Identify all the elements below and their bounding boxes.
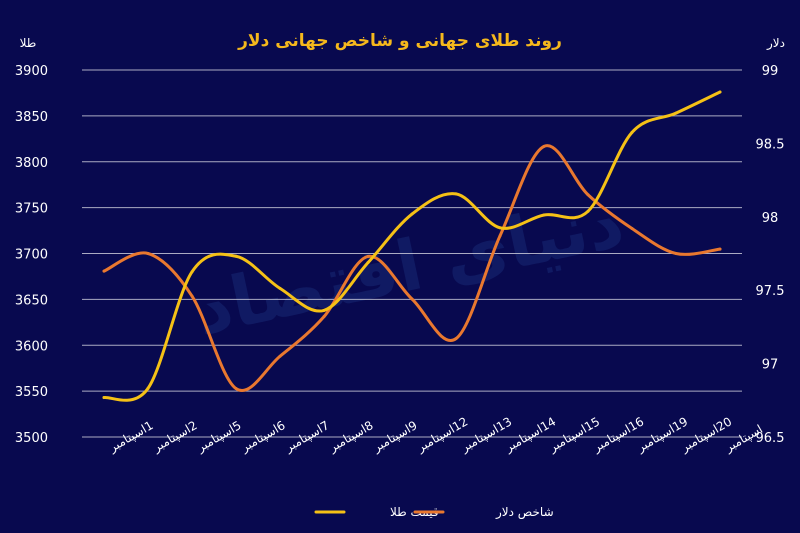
gold-price-point	[366, 261, 370, 265]
dollar-index-point	[146, 252, 150, 255]
left-tick-label: 3700	[15, 248, 48, 263]
gold-price-point	[454, 192, 458, 196]
gold-price-point	[190, 270, 194, 274]
gold-price-point	[278, 286, 282, 290]
right-tick-label: 99	[762, 64, 779, 79]
right-axis-unit: دلار	[766, 36, 785, 51]
left-tick-label: 3600	[15, 339, 48, 354]
right-tick-label: 98.5	[756, 137, 785, 152]
dollar-index-point	[366, 254, 370, 258]
dollar-index-point	[410, 297, 414, 301]
left-tick-label: 3500	[15, 431, 48, 446]
gold-price-point	[674, 111, 678, 115]
gold-price-point	[630, 130, 634, 134]
right-tick-label: 98	[762, 211, 779, 226]
gold-price-point	[410, 212, 414, 216]
chart-title: روند طلای جهانی و شاخص جهانی دلار	[237, 31, 562, 51]
left-tick-label: 3900	[15, 64, 48, 79]
gold-price-point	[322, 308, 326, 312]
left-tick-label: 3650	[15, 293, 48, 308]
left-tick-label: 3800	[15, 156, 48, 171]
legend: قیمت طلا شاخص دلار	[314, 505, 554, 520]
gold-price-point	[498, 226, 502, 230]
dollar-index-point	[102, 269, 106, 273]
series-layer	[102, 90, 722, 402]
right-axis-ticks: 96.5 97 97.5 98 98.5 99	[756, 64, 785, 446]
left-tick-label: 3550	[15, 385, 48, 400]
gold-price-point	[102, 396, 106, 400]
grid-lines	[82, 69, 742, 438]
left-tick-label: 3750	[15, 202, 48, 217]
left-axis-ticks: 3500 3550 3600 3650 3700 3750 3800 3850 3900	[15, 64, 48, 446]
right-tick-label: 97.5	[756, 284, 785, 299]
dollar-index-point	[674, 252, 678, 255]
legend-label-dollar: شاخص دلار	[495, 505, 554, 520]
dollar-index-point	[322, 315, 326, 319]
gold-price-point	[718, 90, 722, 94]
gold-price-point	[146, 386, 150, 390]
x-axis-ticks: 1اسپتامبر2اسپتامبر5اسپتامبر6اسپتامبر7اسپ…	[106, 414, 766, 456]
right-tick-label: 97	[762, 358, 779, 373]
left-axis-unit: طلا	[20, 36, 37, 50]
dollar-index-point	[454, 337, 458, 341]
gold-price-point	[234, 254, 238, 258]
gold-price-point	[586, 209, 590, 213]
dollar-index-point	[498, 234, 502, 238]
left-tick-label: 3850	[15, 110, 48, 125]
dollar-index-point	[190, 294, 194, 298]
gold-price-point	[542, 213, 546, 217]
dollar-index-point	[234, 387, 238, 391]
dollar-index-point	[542, 144, 546, 148]
dollar-index-point	[630, 227, 634, 231]
dollar-index-point	[586, 193, 590, 197]
right-tick-label: 96.5	[756, 431, 785, 446]
dollar-index-point	[718, 247, 722, 251]
dollar-index-point	[278, 354, 282, 358]
